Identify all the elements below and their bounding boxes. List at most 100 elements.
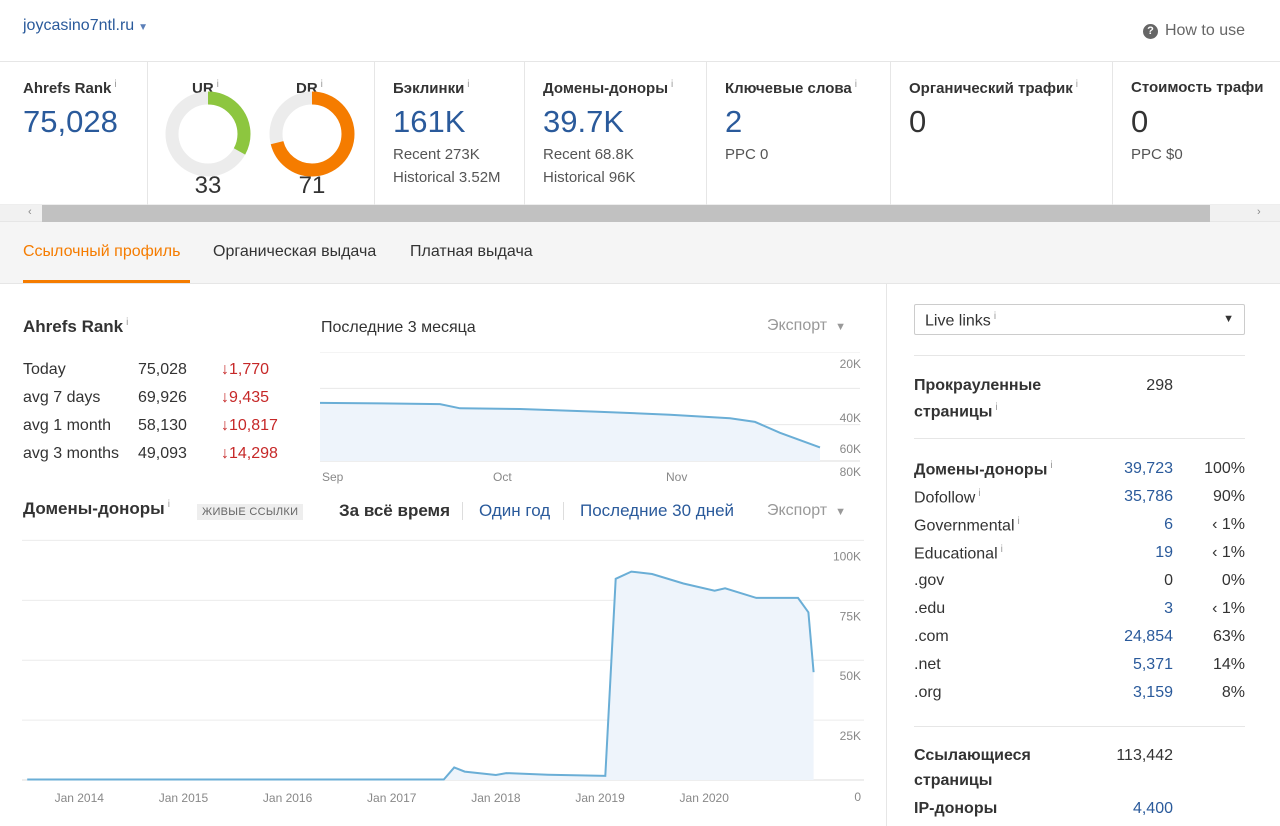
- rank-row-value: 75,028: [138, 361, 187, 378]
- dr-value: 71: [298, 172, 326, 199]
- ref-domains-recent[interactable]: Recent 68.8K: [543, 146, 634, 163]
- info-icon[interactable]: i: [993, 311, 997, 322]
- ur-gauge: [165, 91, 251, 177]
- chevron-down-icon[interactable]: ▼: [835, 321, 847, 333]
- links-type-select[interactable]: Live links i ▼: [914, 304, 1245, 335]
- stat-row-label: Educational i: [914, 544, 1003, 563]
- chevron-down-icon[interactable]: ▼: [1223, 313, 1234, 325]
- live-links-badge: ЖИВЫЕ ССЫЛКИ: [197, 504, 304, 520]
- keywords-value[interactable]: 2: [725, 104, 743, 139]
- stat-row-value[interactable]: 3,159: [1132, 684, 1173, 701]
- period-all-time[interactable]: За всё время: [339, 501, 451, 520]
- info-icon[interactable]: i: [320, 79, 323, 90]
- horizontal-scrollbar[interactable]: ‹ ›: [0, 205, 1280, 222]
- crawled-pages-label: Прокрауленные: [914, 377, 1042, 394]
- x-tick-label: Jan 2018: [471, 791, 521, 805]
- y-tick-label: 100K: [833, 549, 861, 563]
- rank-row-label: avg 3 months: [23, 445, 120, 462]
- domains-series-line: [27, 570, 815, 781]
- stat-label-text: .org: [914, 684, 942, 701]
- info-icon[interactable]: i: [114, 79, 117, 90]
- stat-row-percent: ‹ 1%: [1212, 516, 1245, 533]
- period-last-30-days[interactable]: Последние 30 дней: [580, 501, 735, 520]
- stat-label-text: .edu: [914, 600, 946, 617]
- backlinks-recent[interactable]: Recent 273K: [393, 146, 480, 163]
- y-tick-label: 50K: [840, 669, 861, 683]
- info-icon[interactable]: i: [1000, 544, 1003, 555]
- stat-row-percent: ‹ 1%: [1212, 544, 1245, 561]
- info-icon[interactable]: i: [167, 499, 170, 511]
- stat-row-label: .org: [914, 684, 942, 702]
- stat-row-value[interactable]: 6: [1164, 516, 1173, 533]
- rank-chart-period: Последние 3 месяца: [321, 319, 476, 336]
- how-to-use-label[interactable]: How to use: [1164, 22, 1245, 39]
- info-icon[interactable]: i: [978, 488, 981, 499]
- stat-row-percent: 63%: [1212, 628, 1245, 645]
- rank-export-button[interactable]: Экспорт ▼: [767, 317, 847, 334]
- domains-export-button[interactable]: Экспорт ▼: [767, 502, 847, 519]
- stat-row-value[interactable]: 35,786: [1124, 488, 1173, 505]
- rank-row-value: 69,926: [138, 389, 187, 406]
- scrollbar-thumb[interactable]: [42, 205, 1210, 222]
- stat-row-value[interactable]: 24,854: [1124, 628, 1173, 645]
- info-icon[interactable]: i: [1075, 79, 1078, 90]
- x-tick-label: Jan 2020: [680, 791, 730, 805]
- ref-pages-value: 113,442: [1116, 747, 1173, 764]
- backlinks-historical[interactable]: Historical 3.52M: [393, 169, 501, 186]
- tab-backlink-profile[interactable]: Ссылочный профиль: [23, 243, 181, 260]
- ref-domains-historical[interactable]: Historical 96K: [543, 169, 636, 186]
- domain-selector[interactable]: joycasino7ntl.ru ▼: [23, 17, 148, 35]
- rank-row-label: avg 7 days: [23, 389, 101, 406]
- info-icon[interactable]: i: [1050, 460, 1053, 471]
- ref-domains-section-title: Домены-доноры: [23, 499, 165, 518]
- x-tick-label: Jan 2014: [55, 791, 105, 805]
- info-icon[interactable]: i: [216, 79, 219, 90]
- ref-pages-label-2: страницы: [914, 772, 993, 789]
- info-icon[interactable]: i: [671, 79, 674, 90]
- period-one-year[interactable]: Один год: [479, 501, 551, 520]
- stat-row-label: .com: [914, 628, 949, 646]
- tab-organic-search[interactable]: Органическая выдача: [213, 243, 377, 260]
- stat-label-text: Dofollow: [914, 489, 976, 507]
- dr-gauge: [269, 91, 355, 177]
- y-tick-label: 80K: [840, 465, 861, 479]
- divider: [1112, 62, 1113, 205]
- domain-name[interactable]: joycasino7ntl.ru: [23, 17, 135, 34]
- stat-row-percent: 14%: [1212, 656, 1245, 673]
- y-tick-label: 20K: [840, 357, 861, 371]
- ahrefs-rank-label: Ahrefs Rank: [23, 80, 112, 97]
- ref-domains-value[interactable]: 39.7K: [543, 104, 625, 139]
- y-tick-label: 25K: [840, 729, 861, 743]
- info-icon[interactable]: i: [126, 317, 129, 329]
- stat-row-value[interactable]: 19: [1155, 544, 1173, 561]
- stat-row-value[interactable]: 5,371: [1132, 656, 1173, 673]
- chevron-right-icon[interactable]: ›: [1257, 206, 1261, 218]
- stat-row-value[interactable]: 3: [1164, 600, 1173, 617]
- rank-area-fill: [320, 402, 820, 461]
- tab-paid-search[interactable]: Платная выдача: [410, 243, 533, 260]
- info-icon[interactable]: i: [467, 79, 470, 90]
- crawled-pages-value: 298: [1146, 377, 1173, 394]
- stat-row-percent: 100%: [1204, 460, 1245, 477]
- rank-row-value: 49,093: [138, 445, 187, 462]
- stat-row-percent: ‹ 1%: [1212, 600, 1245, 617]
- stat-row-value[interactable]: 39,723: [1124, 460, 1173, 477]
- info-icon[interactable]: i: [995, 402, 998, 413]
- chevron-down-icon[interactable]: ▼: [835, 506, 847, 518]
- stat-row-label: Governmental i: [914, 516, 1020, 535]
- select-value[interactable]: Live links: [925, 312, 991, 330]
- how-to-use-link[interactable]: ? How to use: [1142, 22, 1245, 40]
- ahrefs-rank-value[interactable]: 75,028: [23, 104, 118, 139]
- chevron-left-icon[interactable]: ‹: [28, 206, 32, 218]
- stat-row-label: .gov: [914, 572, 944, 590]
- traffic-cost-label: Стоимость трафи: [1131, 79, 1264, 96]
- tabs-bar: Ссылочный профиль Органическая выдача Пл…: [0, 222, 1280, 284]
- info-icon[interactable]: i: [1017, 516, 1020, 527]
- backlinks-value[interactable]: 161K: [393, 104, 466, 139]
- keywords-label: Ключевые слова: [725, 80, 852, 97]
- stat-row-label: Dofollow i: [914, 488, 981, 507]
- chevron-down-icon[interactable]: ▼: [138, 22, 149, 33]
- info-icon[interactable]: i: [854, 79, 857, 90]
- y-tick-label: 40K: [840, 411, 861, 425]
- ip-donors-value[interactable]: 4,400: [1132, 800, 1173, 817]
